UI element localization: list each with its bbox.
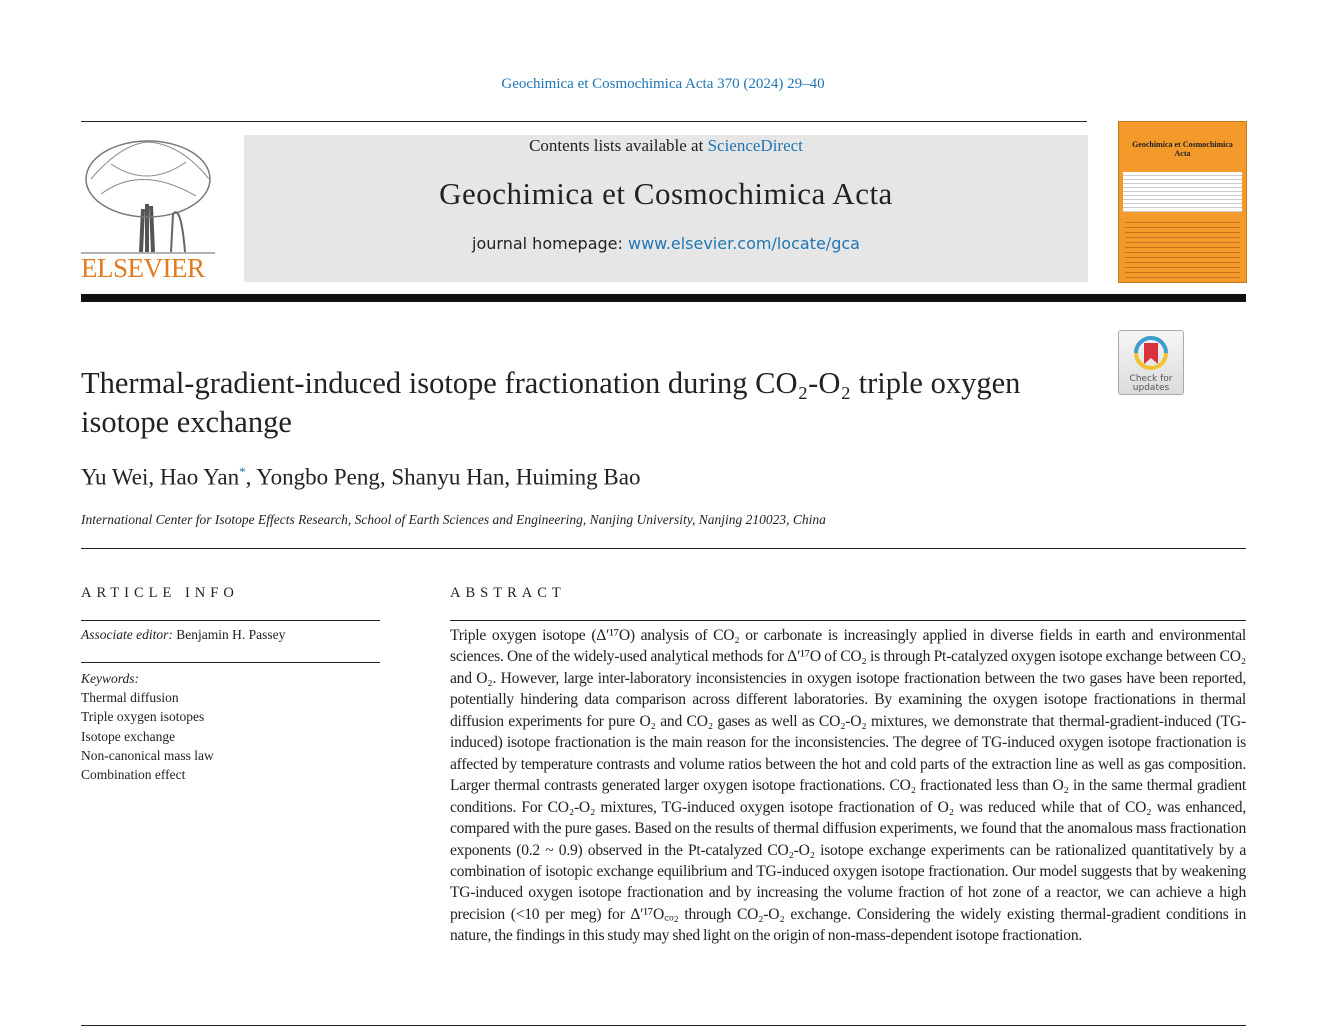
journal-cover[interactable]: Geochimica et Cosmochimica Acta	[1118, 121, 1247, 283]
author[interactable]: Yongbo Peng	[256, 464, 380, 490]
abstract-heading: ABSTRACT	[450, 585, 566, 601]
divider	[81, 620, 380, 621]
author[interactable]: Hao Yan	[159, 464, 240, 490]
elsevier-logo: ELSEVIER	[81, 134, 215, 284]
divider	[81, 548, 1246, 549]
author[interactable]: Shanyu Han	[391, 464, 505, 490]
keywords: Keywords: Thermal diffusion Triple oxyge…	[81, 669, 214, 784]
keyword: Triple oxygen isotopes	[81, 709, 205, 725]
journal-title: Geochimica et Cosmochimica Acta	[439, 176, 893, 211]
author[interactable]: Huiming Bao	[515, 464, 641, 490]
keyword: Combination effect	[81, 767, 186, 783]
cover-title: Geochimica et Cosmochimica Acta	[1132, 140, 1233, 158]
author[interactable]: Yu Wei	[81, 464, 149, 490]
keyword: Isotope exchange	[81, 728, 176, 744]
journal-citation[interactable]: Geochimica et Cosmochimica Acta 370 (202…	[501, 76, 825, 92]
affiliation: International Center for Isotope Effects…	[81, 512, 826, 527]
contents-line: Contents lists available at ScienceDirec…	[244, 136, 1088, 156]
journal-banner: Contents lists available at ScienceDirec…	[244, 135, 1088, 282]
divider	[81, 121, 1087, 122]
author-list: Yu Wei, Hao Yan*, Yongbo Peng, Shanyu Ha…	[81, 464, 641, 490]
divider	[450, 620, 1246, 621]
cover-listing	[1125, 218, 1240, 278]
check-for-updates-button[interactable]: Check for updates	[1118, 330, 1184, 395]
sciencedirect-link[interactable]: ScienceDirect	[707, 136, 803, 155]
homepage-prefix: journal homepage:	[472, 234, 628, 253]
divider	[81, 662, 380, 663]
check-updates-label: Check for updates	[1129, 374, 1173, 393]
editor-label: Associate editor:	[81, 627, 173, 642]
tree-icon	[81, 140, 215, 254]
article-title: Thermal-gradient-induced isotope fractio…	[81, 366, 1021, 439]
associate-editor: Associate editor: Benjamin H. Passey	[81, 627, 285, 643]
publisher-logo-text: ELSEVIER	[81, 253, 205, 283]
abstract-text: Triple oxygen isotope (Δ′¹⁷O) analysis o…	[450, 627, 1246, 945]
keyword: Thermal diffusion	[81, 690, 179, 706]
keywords-label: Keywords:	[81, 671, 139, 686]
header-divider	[81, 294, 1246, 302]
homepage-link[interactable]: www.elsevier.com/locate/gca	[627, 234, 860, 253]
contents-prefix: Contents lists available at	[529, 136, 708, 155]
divider	[81, 1025, 1246, 1026]
editor-name: Benjamin H. Passey	[172, 627, 286, 642]
homepage-line: journal homepage: www.elsevier.com/locat…	[244, 234, 1088, 253]
cover-contents	[1123, 172, 1242, 212]
corresponding-author-mark[interactable]: *	[239, 464, 246, 479]
keyword: Non-canonical mass law	[81, 747, 214, 763]
bookmark-icon	[1134, 336, 1168, 370]
article-info-heading: ARTICLE INFO	[81, 585, 239, 601]
